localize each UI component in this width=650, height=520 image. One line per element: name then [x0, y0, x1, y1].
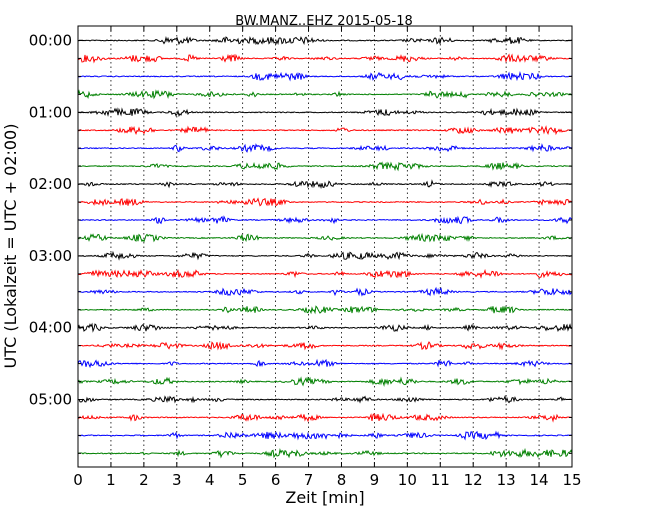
- seismic-trace: [77, 107, 573, 118]
- y-tick-label: 04:00: [29, 319, 72, 337]
- seismic-traces: [77, 36, 573, 459]
- seismic-trace: [77, 412, 573, 423]
- x-tick-labels: 0 1 2 3 4 5 6 7 8 9 10 11 12 13 14 15: [73, 471, 581, 489]
- x-tick-label: 10: [398, 471, 417, 489]
- y-tick-label: 03:00: [29, 247, 72, 265]
- seismic-trace: [77, 430, 573, 441]
- seismic-trace: [77, 125, 573, 136]
- seismic-trace: [77, 53, 573, 64]
- seismic-trace: [77, 215, 573, 225]
- x-tick-label: 15: [562, 471, 581, 489]
- x-axis-label: Zeit [min]: [285, 488, 364, 507]
- seismic-trace: [77, 143, 573, 153]
- seismic-trace: [77, 394, 573, 404]
- seismic-trace: [77, 179, 573, 190]
- seismic-trace: [77, 71, 573, 82]
- y-tick-label: 02:00: [29, 175, 72, 193]
- y-axis-label: UTC (Lokalzeit = UTC + 02:00): [1, 124, 20, 369]
- x-tick-label: 14: [530, 471, 549, 489]
- x-tick-label: 13: [497, 471, 516, 489]
- y-tick-label: 00:00: [29, 32, 72, 50]
- x-tick-label: 6: [271, 471, 281, 489]
- axis-ticks: [77, 26, 573, 467]
- x-tick-label: 4: [205, 471, 215, 489]
- plot-frame: [77, 25, 573, 468]
- seismic-trace: [77, 358, 573, 369]
- x-tick-label: 1: [106, 471, 116, 489]
- seismic-trace: [77, 268, 573, 279]
- x-tick-label: 3: [172, 471, 182, 489]
- x-tick-label: 2: [139, 471, 149, 489]
- seismic-trace: [77, 305, 573, 315]
- x-tick-label: 7: [304, 471, 314, 489]
- seismic-trace: [77, 232, 573, 243]
- seismic-trace: [77, 286, 573, 297]
- x-tick-label: 0: [73, 471, 83, 489]
- seismic-trace: [77, 376, 573, 387]
- seismic-trace: [77, 161, 573, 172]
- seismic-trace: [77, 341, 573, 351]
- x-tick-label: 9: [370, 471, 380, 489]
- x-tick-label: 12: [464, 471, 483, 489]
- seismic-trace: [77, 447, 573, 459]
- x-tick-label: 11: [431, 471, 450, 489]
- y-tick-labels: 00:00 01:00 02:00 03:00 04:00 05:00: [29, 32, 72, 409]
- grid-lines: [110, 26, 540, 467]
- x-tick-label: 5: [238, 471, 248, 489]
- seismic-trace: [77, 197, 573, 207]
- x-tick-label: 8: [337, 471, 347, 489]
- y-tick-label: 05:00: [29, 391, 72, 409]
- seismic-trace: [77, 89, 573, 100]
- seismic-trace: [77, 322, 573, 333]
- y-tick-label: 01:00: [29, 103, 72, 121]
- chart-title: BW.MANZ..EHZ 2015-05-18: [235, 14, 413, 29]
- seismic-trace: [77, 250, 573, 261]
- seismic-trace: [77, 36, 573, 46]
